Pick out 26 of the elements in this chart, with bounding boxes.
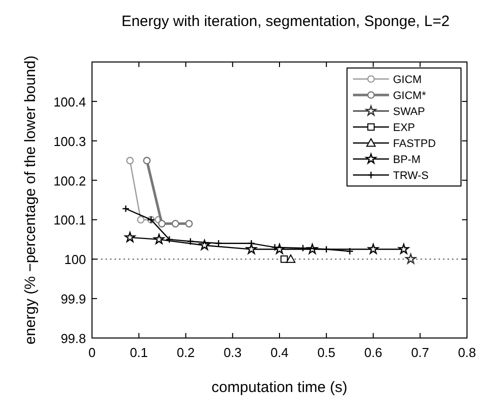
legend-label: BP-M [393, 154, 420, 166]
legend-label: GICM [393, 74, 422, 86]
y-axis-title: energy (% −percentage of the lower bound) [22, 56, 39, 344]
x-tick-label: 0.3 [224, 345, 242, 360]
chart-title: Energy with iteration, segmentation, Sponge, L=2 [121, 13, 450, 30]
legend-label: SWAP [393, 106, 425, 118]
x-tick-label: 0.1 [130, 345, 148, 360]
y-tick-label: 99.9 [60, 292, 86, 307]
y-tick-label: 100.2 [53, 173, 86, 188]
y-tick-label: 100.1 [53, 212, 86, 228]
x-tick-label: 0 [88, 345, 96, 360]
y-tick-label: 100.4 [53, 94, 86, 110]
x-axis-title: computation time (s) [212, 379, 348, 396]
x-tick-label: 0.6 [364, 345, 382, 360]
x-tick-label: 0.5 [317, 345, 336, 360]
x-tick-label: 0.2 [176, 345, 195, 360]
y-tick-label: 100 [64, 252, 86, 268]
legend-label: TRW-S [393, 170, 429, 182]
y-tick-label: 100.3 [53, 134, 86, 149]
x-tick-label: 0.8 [458, 345, 476, 360]
legend-label: FASTPD [393, 138, 436, 150]
legend-label: GICM* [393, 90, 427, 102]
legend-label: EXP [393, 122, 416, 134]
y-tick-label: 99.8 [60, 331, 86, 346]
x-tick-label: 0.4 [270, 345, 289, 360]
x-tick-label: 0.7 [411, 345, 430, 360]
